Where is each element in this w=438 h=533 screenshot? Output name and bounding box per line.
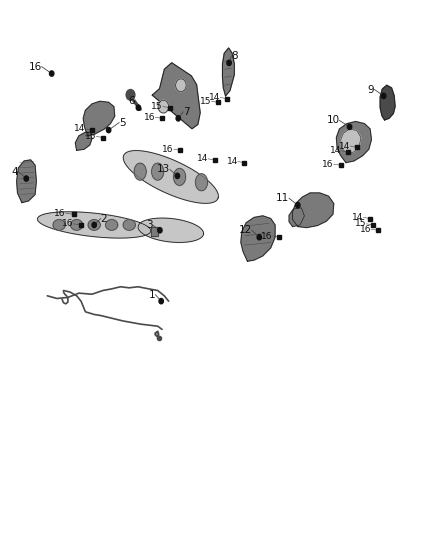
Text: 15: 15: [200, 97, 212, 106]
Circle shape: [158, 100, 169, 113]
Text: 10: 10: [326, 116, 339, 125]
Circle shape: [136, 105, 141, 110]
Text: 2: 2: [101, 214, 107, 223]
Text: 16: 16: [28, 62, 42, 71]
Text: 9: 9: [368, 85, 374, 94]
Circle shape: [126, 90, 135, 100]
Polygon shape: [53, 220, 65, 230]
Polygon shape: [123, 220, 135, 230]
Polygon shape: [241, 216, 275, 261]
Polygon shape: [88, 220, 100, 230]
Text: 7: 7: [183, 107, 190, 117]
Circle shape: [257, 235, 261, 240]
Polygon shape: [289, 208, 304, 227]
Text: 14: 14: [339, 142, 350, 150]
Polygon shape: [152, 163, 164, 180]
Polygon shape: [134, 163, 146, 180]
Polygon shape: [83, 101, 115, 136]
Text: 8: 8: [231, 51, 238, 61]
Circle shape: [296, 203, 300, 208]
Polygon shape: [336, 122, 371, 163]
Text: 14: 14: [330, 147, 342, 155]
Text: 14: 14: [197, 155, 208, 163]
Circle shape: [176, 116, 180, 121]
Text: 16: 16: [62, 220, 74, 228]
Text: 4: 4: [12, 167, 18, 176]
Text: 3: 3: [146, 220, 152, 230]
Polygon shape: [152, 63, 200, 129]
Polygon shape: [173, 168, 186, 185]
Polygon shape: [138, 218, 204, 243]
Polygon shape: [341, 129, 361, 154]
Circle shape: [347, 124, 352, 130]
Polygon shape: [151, 227, 158, 236]
Circle shape: [159, 298, 163, 304]
Text: 14: 14: [226, 157, 238, 166]
Circle shape: [176, 79, 186, 92]
Text: 5: 5: [119, 118, 126, 127]
Text: 16: 16: [360, 225, 371, 233]
Text: 16: 16: [144, 113, 155, 122]
Text: 15: 15: [85, 132, 96, 141]
Text: 16: 16: [162, 145, 174, 154]
Circle shape: [49, 71, 54, 76]
Polygon shape: [293, 193, 334, 228]
Polygon shape: [38, 212, 151, 238]
Polygon shape: [106, 220, 118, 230]
Circle shape: [227, 60, 231, 66]
Text: 12: 12: [239, 225, 252, 235]
Polygon shape: [223, 48, 234, 96]
Circle shape: [92, 222, 96, 228]
Polygon shape: [195, 174, 208, 191]
Text: 14: 14: [209, 93, 220, 102]
Polygon shape: [17, 160, 36, 203]
Circle shape: [381, 93, 386, 99]
Text: 6: 6: [128, 96, 135, 106]
Polygon shape: [75, 132, 92, 150]
Text: 11: 11: [276, 193, 289, 203]
Text: 16: 16: [261, 232, 273, 240]
Text: 16: 16: [322, 160, 334, 168]
Text: 16: 16: [54, 209, 66, 217]
Text: 1: 1: [149, 290, 155, 300]
Text: 14: 14: [352, 213, 364, 222]
Text: 13: 13: [157, 165, 170, 174]
Text: 15: 15: [355, 220, 367, 228]
Polygon shape: [71, 220, 83, 230]
Circle shape: [106, 127, 111, 133]
Circle shape: [175, 173, 180, 179]
Polygon shape: [380, 85, 395, 120]
Polygon shape: [123, 151, 219, 204]
Circle shape: [24, 176, 28, 181]
Text: 15: 15: [152, 102, 163, 111]
Text: 14: 14: [74, 125, 85, 133]
Circle shape: [158, 228, 162, 233]
